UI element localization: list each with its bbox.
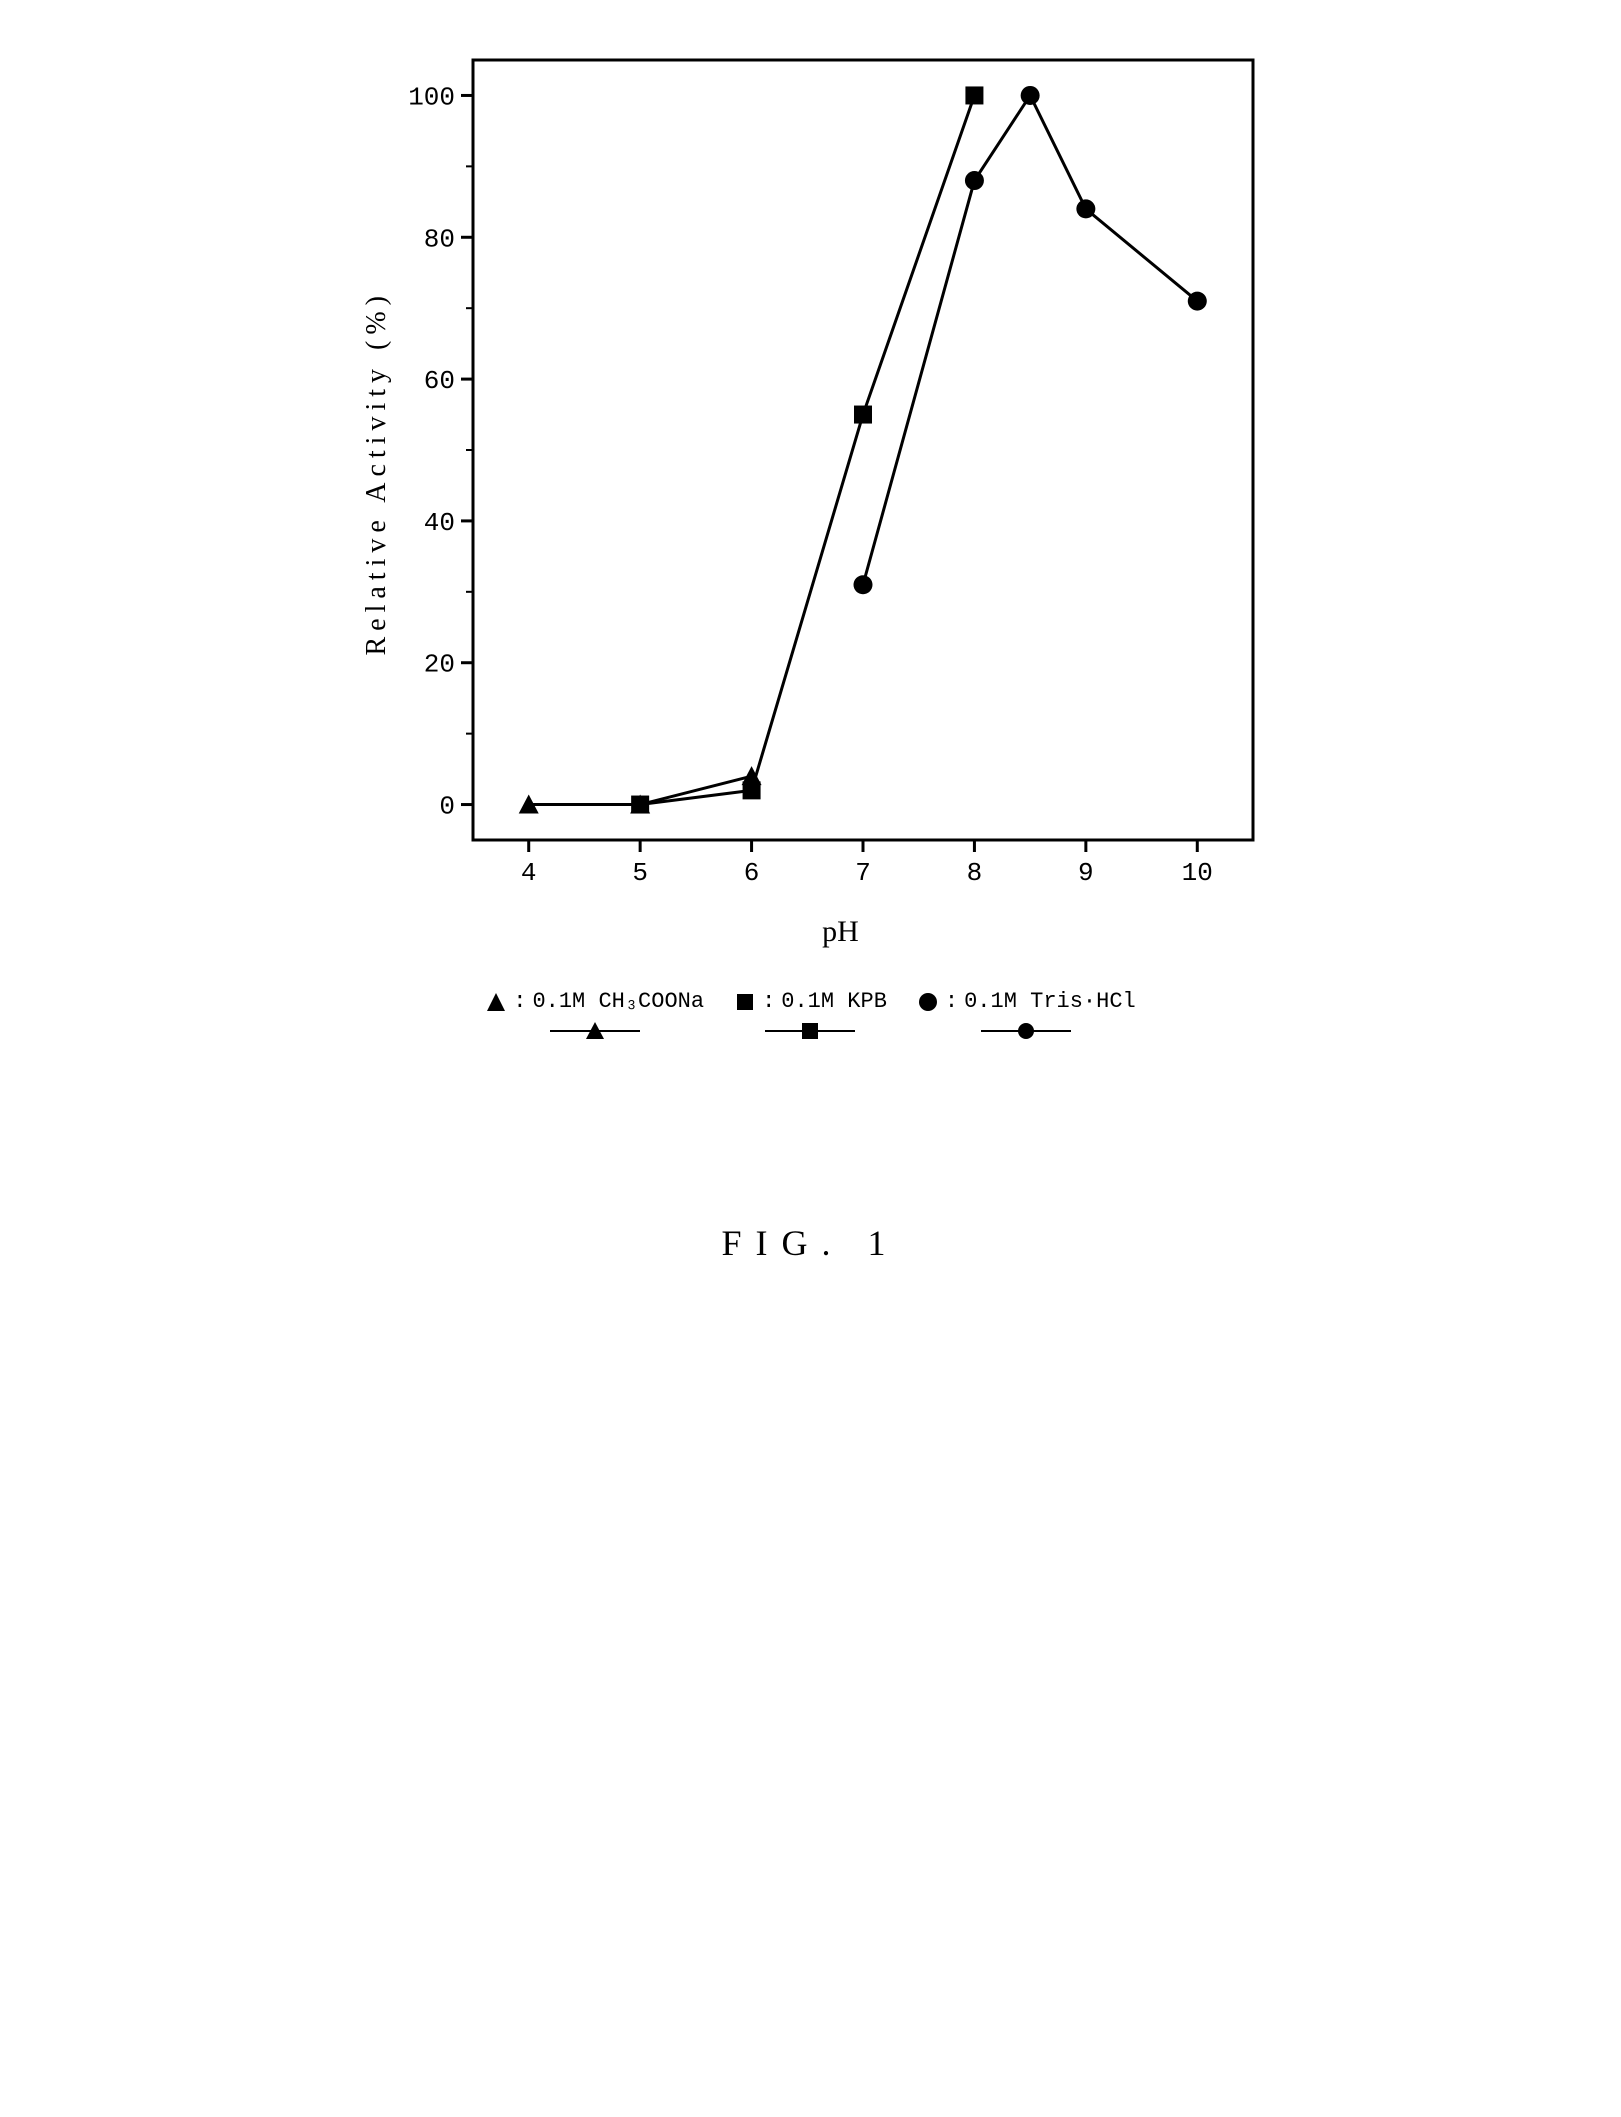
chart-svg: 0 20 40 60 80 100 4 5 6 7 8 9 10 (403, 40, 1273, 900)
legend-item-tris: : 0.1M Tris·HCl (917, 989, 1136, 1042)
legend-label-acetate: 0.1M CH₃COONa (532, 989, 704, 1014)
legend-sep: : (513, 989, 526, 1014)
chart-wrap: Relative Activity (%) 0 20 40 60 80 100 4 5 6 7 8 9… (361, 40, 1261, 905)
svg-text:4: 4 (520, 858, 536, 888)
svg-text:100: 100 (408, 82, 455, 112)
legend-label-tris: 0.1M Tris·HCl (964, 989, 1136, 1014)
svg-text:80: 80 (423, 224, 454, 254)
svg-text:40: 40 (423, 508, 454, 538)
svg-text:5: 5 (632, 858, 648, 888)
legend-sep: : (945, 989, 958, 1014)
svg-text:10: 10 (1181, 858, 1212, 888)
x-axis-label: pH (421, 915, 1261, 949)
svg-text:0: 0 (439, 792, 455, 822)
chart-container: Relative Activity (%) 0 20 40 60 80 100 4 5 6 7 8 9… (361, 40, 1261, 1264)
legend-sep: : (762, 989, 775, 1014)
legend: : 0.1M CH₃COONa : 0.1M KPB : 0 (361, 989, 1261, 1042)
svg-text:7: 7 (855, 858, 871, 888)
triangle-icon (485, 991, 507, 1013)
svg-text:9: 9 (1078, 858, 1094, 888)
svg-text:60: 60 (423, 366, 454, 396)
legend-label-kpb: 0.1M KPB (781, 989, 887, 1014)
legend-line-tris (981, 1020, 1071, 1042)
square-icon (734, 991, 756, 1013)
svg-text:6: 6 (743, 858, 759, 888)
svg-text:8: 8 (966, 858, 982, 888)
svg-text:20: 20 (423, 650, 454, 680)
legend-line-kpb (765, 1020, 855, 1042)
circle-icon (917, 991, 939, 1013)
legend-item-acetate: : 0.1M CH₃COONa (485, 989, 704, 1042)
legend-line-acetate (550, 1020, 640, 1042)
figure-caption: FIG. 1 (361, 1222, 1261, 1264)
y-axis-label: Relative Activity (%) (361, 290, 393, 656)
legend-item-kpb: : 0.1M KPB (734, 989, 887, 1042)
plot-area: 0 20 40 60 80 100 4 5 6 7 8 9 10 (403, 40, 1273, 905)
